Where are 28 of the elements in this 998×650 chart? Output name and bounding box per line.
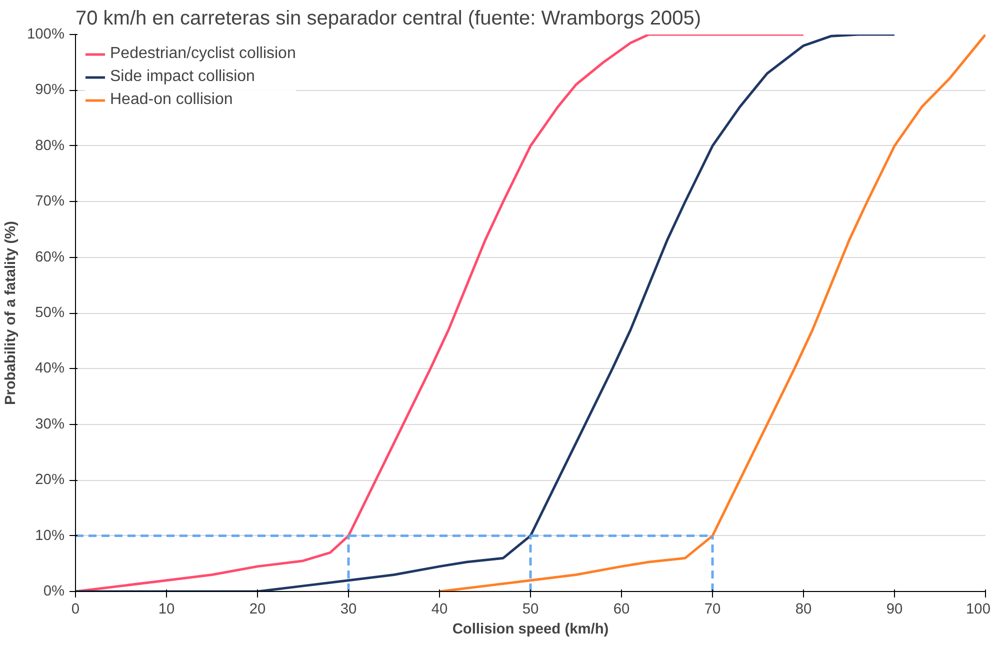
x-tick-label: 100 — [966, 602, 991, 618]
y-tick-label: 90% — [35, 82, 65, 98]
x-tick-label: 90 — [886, 602, 903, 618]
x-tick-label: 40 — [431, 602, 448, 618]
y-tick-label: 30% — [35, 416, 65, 432]
y-tick-label: 20% — [35, 472, 65, 488]
y-tick-label: 70% — [35, 194, 65, 210]
chart-title: 70 km/h en carreteras sin separador central (fuente: Wramborgs 2005) — [76, 8, 701, 30]
x-tick-label: 80 — [795, 602, 812, 618]
x-tick-label: 0 — [71, 602, 80, 618]
y-tick-label: 10% — [35, 528, 65, 544]
y-tick-label: 50% — [35, 305, 65, 321]
y-tick-label: 80% — [35, 138, 65, 154]
legend-label: Side impact collision — [110, 68, 255, 86]
x-tick-label: 30 — [340, 602, 357, 618]
y-tick-label: 40% — [35, 360, 65, 377]
x-tick-label: 10 — [158, 602, 175, 618]
x-axis-title: Collision speed (km/h) — [452, 622, 609, 638]
x-tick-label: 70 — [704, 602, 721, 618]
y-tick-label: 0% — [43, 584, 65, 600]
legend-label: Head-on collision — [110, 91, 233, 109]
x-tick-label: 60 — [613, 602, 630, 618]
legend-label: Pedestrian/cyclist collision — [110, 45, 296, 63]
x-tick-label: 20 — [249, 602, 266, 618]
y-tick-label: 60% — [35, 249, 65, 266]
x-tick-label: 50 — [522, 602, 539, 618]
y-tick-label: 100% — [27, 26, 65, 42]
y-axis-title: Probability of a fatality (%) — [3, 220, 20, 406]
